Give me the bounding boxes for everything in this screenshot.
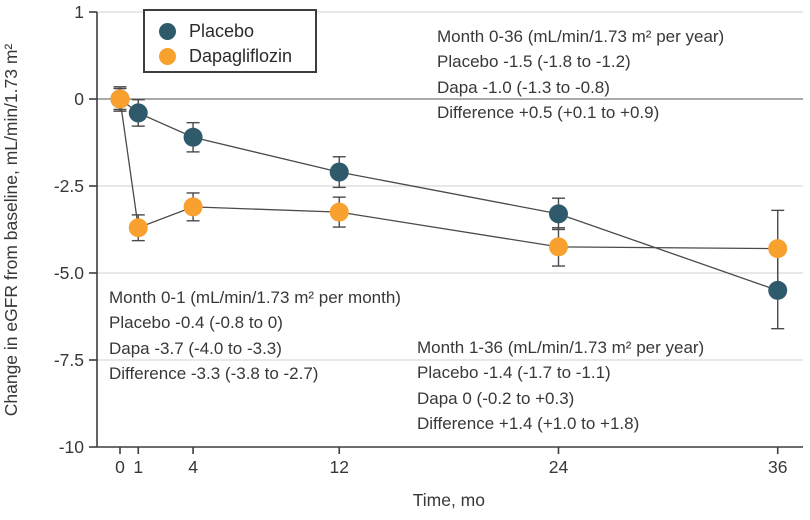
placebo-marker-icon <box>159 23 176 40</box>
data-point-placebo-month-4 <box>183 127 203 147</box>
series-line-dapagliflozin <box>119 98 778 250</box>
annotation-line: Placebo -1.4 (-1.7 to -1.1) <box>417 363 611 383</box>
legend-item-placebo: Placebo <box>159 19 315 44</box>
data-point-dapagliflozin-month-24 <box>548 237 568 257</box>
legend-label-placebo: Placebo <box>189 21 255 41</box>
annotation-line: Difference +0.5 (+0.1 to +0.9) <box>437 103 660 123</box>
data-point-placebo-month-12 <box>329 162 349 182</box>
x-tick-label: 24 <box>549 457 569 477</box>
annotation-line: Month 1-36 (mL/min/1.73 m² per year) <box>417 338 705 357</box>
x-tick-label: 0 <box>115 457 125 477</box>
annotation-line: Dapa 0 (-0.2 to +0.3) <box>417 388 575 408</box>
annotation-line: Placebo -0.4 (-0.8 to 0) <box>109 313 283 333</box>
annotation-month-1-36: Month 1-36 (mL/min/1.73 m² per year) Pla… <box>417 335 704 437</box>
annotation-line: Difference +1.4 (+1.0 to +1.8) <box>417 414 640 434</box>
y-tick-label: -2.5 <box>54 176 84 196</box>
data-point-dapagliflozin-month-0 <box>110 89 130 109</box>
x-tick-label: 4 <box>188 457 198 477</box>
annotation-line: Month 0-1 (mL/min/1.73 m² per month) <box>109 288 401 307</box>
x-axis-title: Time, mo <box>413 490 485 510</box>
annotation-month-0-1: Month 0-1 (mL/min/1.73 m² per month) Pla… <box>109 285 401 387</box>
annotation-month-0-36: Month 0-36 (mL/min/1.73 m² per year) Pla… <box>437 24 724 126</box>
x-tick-label: 1 <box>133 457 143 477</box>
data-point-dapagliflozin-month-12 <box>329 202 349 222</box>
data-point-placebo-month-1 <box>128 103 148 123</box>
data-point-dapagliflozin-month-1 <box>128 218 148 238</box>
data-point-dapagliflozin-month-36 <box>768 239 788 259</box>
data-point-dapagliflozin-month-4 <box>183 197 203 217</box>
y-tick-label: -5.0 <box>54 263 84 283</box>
y-tick-label: -7.5 <box>54 350 84 370</box>
y-axis-title: Change in eGFR from baseline, mL/min/1.7… <box>1 44 21 417</box>
x-tick-label: 36 <box>768 457 787 477</box>
y-tick-label: 1 <box>74 2 84 22</box>
annotation-line: Difference -3.3 (-3.8 to -2.7) <box>109 364 319 384</box>
annotation-line: Dapa -3.7 (-4.0 to -3.3) <box>109 338 282 358</box>
y-tick-label: 0 <box>74 89 84 109</box>
annotation-line: Placebo -1.5 (-1.8 to -1.2) <box>437 52 631 72</box>
dapagliflozin-marker-icon <box>159 48 176 65</box>
y-tick-label: -10 <box>59 437 85 457</box>
legend-label-dapagliflozin: Dapagliflozin <box>189 46 293 66</box>
x-tick-label: 12 <box>330 457 349 477</box>
series-line-placebo <box>119 98 778 292</box>
legend-item-dapagliflozin: Dapagliflozin <box>159 44 315 69</box>
annotation-line: Dapa -1.0 (-1.3 to -0.8) <box>437 77 610 97</box>
data-point-placebo-month-36 <box>768 280 788 300</box>
annotation-line: Month 0-36 (mL/min/1.73 m² per year) <box>437 27 725 46</box>
legend: Placebo Dapagliflozin <box>143 9 317 73</box>
data-point-placebo-month-24 <box>548 204 568 224</box>
